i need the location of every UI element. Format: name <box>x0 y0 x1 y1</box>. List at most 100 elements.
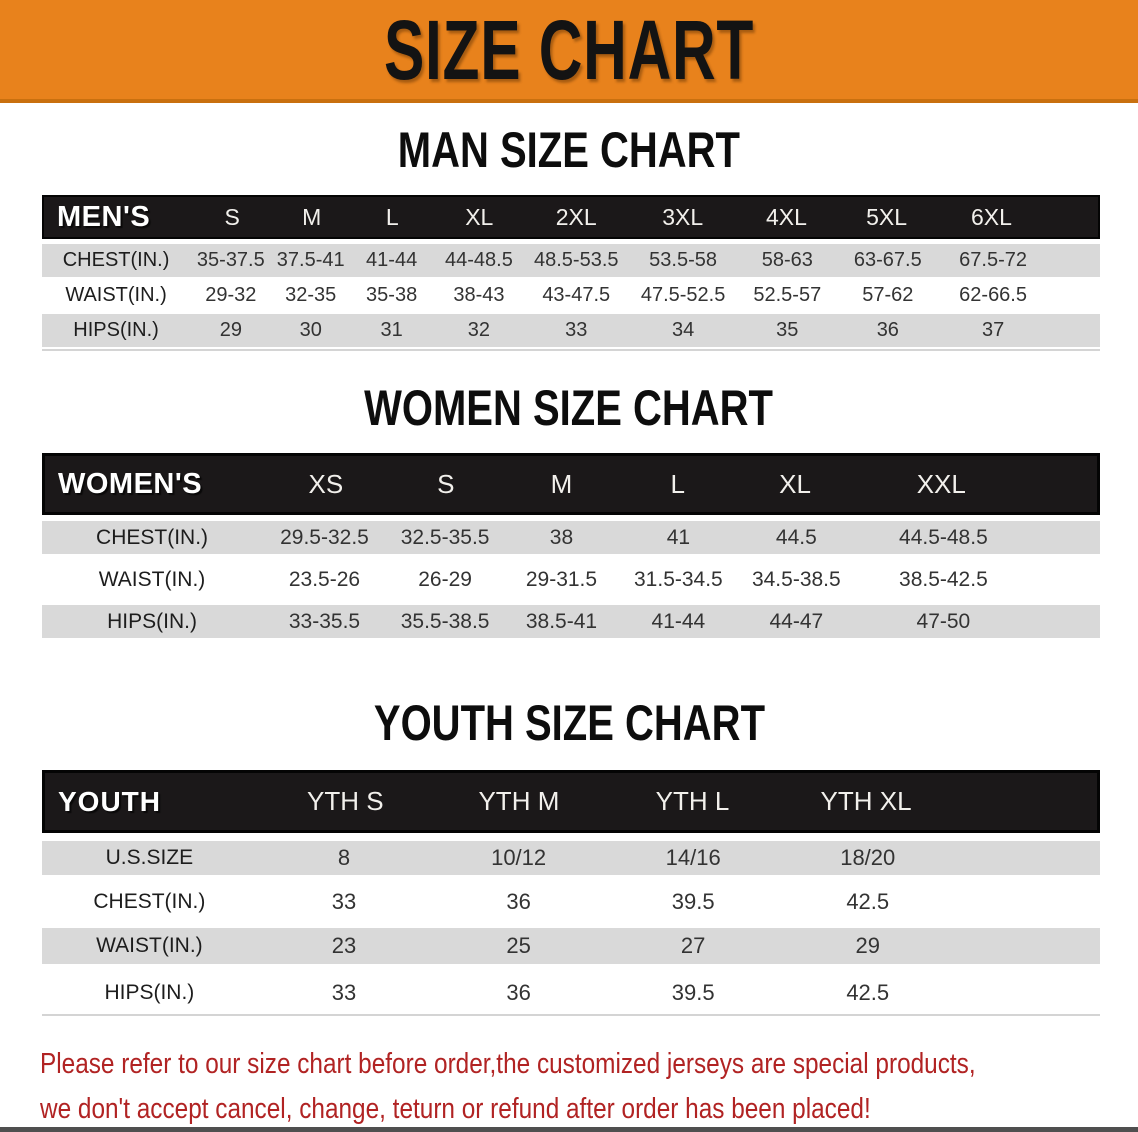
size-cell: 18/20 <box>840 845 896 870</box>
size-cell: 42.5 <box>846 889 890 914</box>
row-label: HIPS(IN.) <box>107 609 197 633</box>
row-label: CHEST(IN.) <box>62 249 170 271</box>
size-cell: 35 <box>776 319 799 341</box>
order-policy-note-line2: we don't accept cancel, change, teturn o… <box>40 1093 871 1125</box>
men-size-col-l: L <box>385 203 399 230</box>
youth-corner-label: YOUTH <box>58 785 161 817</box>
men-size-col-s: S <box>224 203 240 230</box>
size-cell: 41-44 <box>366 249 418 271</box>
size-cell: 47.5-52.5 <box>640 284 726 306</box>
women-size-col-xs: XS <box>308 468 344 499</box>
size-cell: 62-66.5 <box>959 284 1027 306</box>
youth-table-header: YOUTH YTH S YTH M YTH L YTH XL <box>42 770 1100 833</box>
size-cell: 34.5-38.5 <box>751 567 841 591</box>
men-size-col-2xl: 2XL <box>555 203 597 230</box>
size-cell: 25 <box>506 933 531 958</box>
row-label: U.S.SIZE <box>105 846 194 869</box>
bottom-edge-bar <box>0 1127 1138 1132</box>
size-cell: 41 <box>666 525 691 549</box>
women-size-table: WOMEN'S XS S M L XL XXL CHEST(IN.) 29.5-… <box>42 453 1100 638</box>
size-cell: 38.5-42.5 <box>899 567 988 591</box>
size-cell: 32-35 <box>285 284 337 306</box>
women-size-col-l: L <box>670 468 685 499</box>
women-waist-row: WAIST(IN.) 23.5-26 26-29 29-31.5 31.5-34… <box>42 563 1100 596</box>
women-chest-row: CHEST(IN.) 29.5-32.5 32.5-35.5 38 41 44.… <box>42 521 1100 554</box>
size-cell: 32.5-35.5 <box>400 525 490 549</box>
men-size-table: MEN'S S M L XL 2XL 3XL 4XL 5XL 6XL CHEST… <box>42 195 1100 351</box>
youth-table-bottom-line <box>42 1014 1100 1016</box>
size-cell: 36 <box>876 319 899 341</box>
size-cell: 33 <box>331 889 357 914</box>
women-section-heading: WOMEN SIZE CHART <box>364 380 774 436</box>
men-corner-label: MEN'S <box>57 200 151 233</box>
size-cell: 23.5-26 <box>288 567 361 591</box>
men-chest-row: CHEST(IN.) 35-37.5 37.5-41 41-44 44-48.5… <box>42 244 1100 277</box>
size-cell: 33 <box>565 319 588 341</box>
men-hips-row: HIPS(IN.) 29 30 31 32 33 34 35 36 37 <box>42 314 1100 347</box>
row-label: WAIST(IN.) <box>98 567 206 591</box>
size-cell: 44.5 <box>775 525 817 549</box>
size-cell: 39.5 <box>671 889 715 914</box>
women-corner-label: WOMEN'S <box>58 467 203 500</box>
size-chart-banner: SIZE CHART <box>0 0 1138 103</box>
youth-section-heading: YOUTH SIZE CHART <box>373 695 765 751</box>
row-label: CHEST(IN.) <box>96 525 209 549</box>
size-cell: 41-44 <box>651 609 706 633</box>
size-cell: 27 <box>680 933 706 958</box>
women-hips-row: HIPS(IN.) 33-35.5 35.5-38.5 38.5-41 41-4… <box>42 605 1100 638</box>
size-cell: 33-35.5 <box>288 609 361 633</box>
size-cell: 42.5 <box>846 979 890 1005</box>
youth-chest-row: CHEST(IN.) 33 36 39.5 42.5 <box>42 883 1100 921</box>
youth-size-table: YOUTH YTH S YTH M YTH L YTH XL U.S.SIZE … <box>42 770 1100 1016</box>
size-cell: 26-29 <box>418 567 472 591</box>
size-cell: 31.5-34.5 <box>634 567 723 591</box>
size-cell: 8 <box>337 845 351 870</box>
size-cell: 14/16 <box>665 845 721 870</box>
men-size-col-6xl: 6XL <box>971 203 1012 230</box>
men-size-col-4xl: 4XL <box>766 203 807 230</box>
size-cell: 48.5-53.5 <box>533 249 619 271</box>
men-section-heading: MAN SIZE CHART <box>397 122 741 178</box>
order-policy-note-line1: Please refer to our size chart before or… <box>40 1048 976 1080</box>
women-size-col-xl: XL <box>779 468 811 499</box>
size-cell: 44-47 <box>769 609 824 633</box>
size-cell: 10/12 <box>491 845 547 870</box>
size-cell: 31 <box>380 319 403 341</box>
size-cell: 58-63 <box>761 249 813 271</box>
size-cell: 47-50 <box>916 609 971 633</box>
youth-size-col-xl: YTH XL <box>820 786 912 816</box>
women-table-header: WOMEN'S XS S M L XL XXL <box>42 453 1100 515</box>
size-cell: 29-31.5 <box>525 567 598 591</box>
women-section-heading-wrap: WOMEN SIZE CHART <box>0 382 1138 434</box>
size-cell: 29.5-32.5 <box>280 525 369 549</box>
size-cell: 43-47.5 <box>542 284 611 306</box>
men-size-col-xl: XL <box>465 203 494 230</box>
size-cell: 32 <box>467 319 491 341</box>
page-title: SIZE CHART <box>383 2 755 97</box>
size-cell: 44-48.5 <box>444 249 513 271</box>
size-cell: 38 <box>549 525 574 549</box>
row-label: CHEST(IN.) <box>93 890 206 913</box>
size-cell: 53.5-58 <box>649 249 718 271</box>
size-cell: 29 <box>219 319 242 341</box>
youth-ussize-row: U.S.SIZE 8 10/12 14/16 18/20 <box>42 841 1100 875</box>
size-cell: 35.5-38.5 <box>400 609 490 633</box>
size-cell: 67.5-72 <box>959 249 1027 271</box>
size-cell: 63-67.5 <box>853 249 922 271</box>
size-cell: 44.5-48.5 <box>899 525 988 549</box>
size-cell: 29 <box>855 933 880 958</box>
men-table-header: MEN'S S M L XL 2XL 3XL 4XL 5XL 6XL <box>42 195 1100 239</box>
youth-hips-row: HIPS(IN.) 33 36 39.5 42.5 <box>42 973 1100 1012</box>
row-label: HIPS(IN.) <box>104 980 195 1004</box>
men-size-col-3xl: 3XL <box>662 203 704 230</box>
women-size-col-m: M <box>550 468 573 499</box>
size-cell: 37 <box>981 319 1005 341</box>
youth-size-col-l: YTH L <box>655 786 730 816</box>
men-section-heading-wrap: MAN SIZE CHART <box>0 124 1138 176</box>
size-cell: 33 <box>331 979 357 1005</box>
row-label: WAIST(IN.) <box>65 284 167 306</box>
size-cell: 57-62 <box>862 284 914 306</box>
size-cell: 23 <box>331 933 357 958</box>
size-cell: 36 <box>506 979 531 1005</box>
size-cell: 35-37.5 <box>196 249 265 271</box>
